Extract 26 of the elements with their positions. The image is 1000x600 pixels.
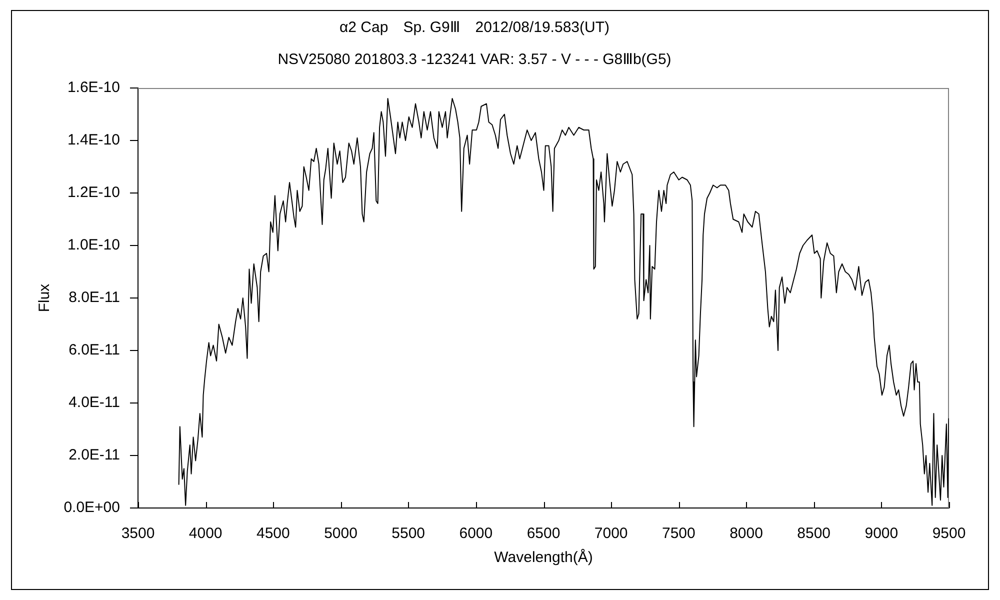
y-tick-label: 1.2E-10 bbox=[67, 184, 120, 202]
y-tick-label: 1.0E-10 bbox=[67, 236, 120, 254]
x-tick-label: 6500 bbox=[526, 525, 560, 542]
x-tick-label: 8000 bbox=[730, 525, 763, 542]
y-tick-label: 0.0E+00 bbox=[64, 499, 120, 516]
x-tick-label: 9000 bbox=[864, 525, 898, 542]
y-tick-label: 2.0E-11 bbox=[68, 446, 120, 464]
x-axis-title: Wavelength(Å) bbox=[494, 548, 593, 566]
chart-subtitle: NSV25080 201803.3 -123241 VAR: 3.57 - V - - - G8Ⅲb(G5) bbox=[278, 51, 672, 68]
x-tick-label: 3500 bbox=[121, 525, 155, 542]
chart-title: α2 Cap Sp. G9Ⅲ 2012/08/19.583(UT) bbox=[340, 19, 610, 36]
x-tick-label: 4000 bbox=[188, 525, 222, 542]
x-tick-label: 6000 bbox=[459, 525, 493, 542]
x-tick-label: 7000 bbox=[594, 525, 628, 542]
y-tick-label: 1.4E-10 bbox=[67, 132, 120, 149]
x-tick-label: 8500 bbox=[797, 525, 831, 542]
x-tick-label: 5500 bbox=[392, 525, 426, 542]
x-tick-label: 7500 bbox=[662, 525, 696, 542]
y-tick-label: 4.0E-11 bbox=[68, 394, 120, 412]
x-tick-label: 5000 bbox=[324, 525, 358, 542]
y-tick-label: 8.0E-11 bbox=[68, 289, 120, 306]
y-tick-label: 6.0E-11 bbox=[68, 342, 120, 359]
x-tick-label: 9500 bbox=[932, 525, 966, 542]
y-axis-title: Flux bbox=[36, 283, 54, 312]
x-tick-label: 4500 bbox=[256, 525, 290, 542]
y-tick-label: 1.6E-10 bbox=[67, 79, 120, 96]
